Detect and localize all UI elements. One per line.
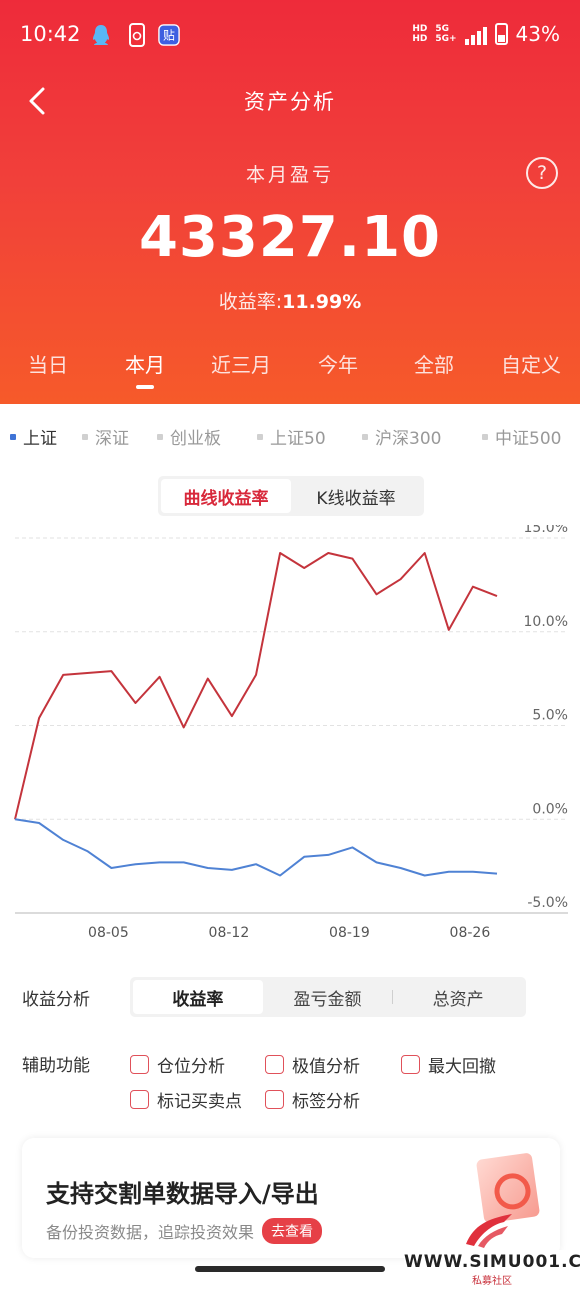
seg-total-assets[interactable]: 总资产	[432, 989, 484, 1010]
analysis-segment: 收益率 盈亏金额 总资产	[130, 977, 526, 1017]
status-time: 10:42	[20, 22, 81, 46]
index-csi500[interactable]: 中证500	[482, 424, 561, 449]
legend-dot-icon	[257, 433, 263, 440]
index-chinext[interactable]: 创业板	[157, 424, 221, 449]
legend-dot-icon	[362, 433, 368, 440]
back-arrow-icon[interactable]	[26, 86, 52, 116]
watermark-caption: 私募社区	[472, 1276, 512, 1287]
checkbox-icon[interactable]	[401, 1055, 420, 1074]
x-tick-label: 08-12	[209, 925, 250, 941]
checkbox-icon[interactable]	[130, 1055, 149, 1074]
y-tick-label: -5.0%	[527, 895, 568, 911]
x-tick-label: 08-19	[329, 925, 370, 941]
status-bar: 10:42 贴 HD HD 5G 5G+ 43%	[0, 0, 580, 70]
index-szse[interactable]: 深证	[82, 424, 129, 449]
checkbox-tag-analysis[interactable]: 标签分析	[265, 1087, 360, 1112]
import-export-banner[interactable]: 支持交割单数据导入/导出 备份投资数据，追踪投资效果 去查看	[22, 1138, 560, 1258]
legend-dot-icon	[10, 433, 16, 440]
qq-notification-icon	[90, 22, 112, 48]
legend-dot-icon	[482, 433, 488, 440]
period-tabs: 当日 本月 近三月 今年 全部 自定义	[0, 345, 580, 395]
seg-profit-amount[interactable]: 盈亏金额	[293, 989, 362, 1010]
checkbox-mark-trades[interactable]: 标记买卖点	[130, 1087, 242, 1112]
checkbox-icon[interactable]	[130, 1090, 149, 1109]
y-tick-label: 15.0%	[524, 525, 568, 536]
series-line-benchmark	[14, 818, 498, 877]
y-tick-label: 10.0%	[524, 614, 568, 630]
segment-divider	[392, 990, 394, 1004]
help-icon[interactable]: ?	[526, 157, 558, 189]
index-sse50[interactable]: 上证50	[257, 424, 326, 449]
curve-return-option[interactable]: 曲线收益率	[161, 479, 291, 513]
checkbox-icon[interactable]	[265, 1055, 284, 1074]
tab-month[interactable]: 本月	[125, 353, 165, 377]
header-panel: 10:42 贴 HD HD 5G 5G+ 43% 资产分析 本月盈亏 ? 43327…	[0, 0, 580, 404]
watermark-logo-icon	[466, 1214, 512, 1248]
banner-subtitle: 备份投资数据，追踪投资效果 去查看	[46, 1218, 323, 1244]
seg-return-rate[interactable]: 收益率	[133, 980, 263, 1014]
tab-day[interactable]: 当日	[28, 353, 68, 377]
tab-custom[interactable]: 自定义	[501, 353, 561, 377]
profit-value: 43327.10	[138, 205, 442, 270]
return-chart: 15.0% 10.0% 5.0% 0.0% -5.0% 08-05 08-12 08-19 08…	[14, 525, 568, 941]
benchmark-index-row: 上证 深证 创业板 上证50 沪深300 中证500	[0, 420, 580, 452]
legend-dot-icon	[157, 433, 163, 440]
home-indicator[interactable]	[195, 1266, 385, 1272]
checkbox-icon[interactable]	[265, 1090, 284, 1109]
index-csi300[interactable]: 沪深300	[362, 424, 441, 449]
network-indicator: 5G 5G+	[435, 24, 457, 44]
signal-icon	[464, 23, 487, 45]
battery-percent: 43%	[515, 22, 560, 46]
x-tick-label: 08-05	[88, 925, 129, 941]
page-title: 资产分析	[244, 90, 336, 114]
y-tick-label: 0.0%	[532, 801, 568, 817]
chart-type-toggle: 曲线收益率 K线收益率	[158, 476, 424, 516]
return-rate: 收益率:11.99%	[218, 291, 362, 313]
checkbox-position-analysis[interactable]: 仓位分析	[130, 1052, 225, 1077]
series-line-account-return	[14, 552, 498, 820]
active-tab-indicator	[136, 385, 154, 389]
tab-all[interactable]: 全部	[414, 353, 454, 377]
aux-label: 辅助功能	[22, 1056, 90, 1076]
phone-notification-icon	[126, 22, 148, 48]
tieba-notification-icon: 贴	[158, 22, 180, 48]
legend-dot-icon	[82, 433, 88, 440]
watermark: WWW.SIMU001.CN 私募社区	[404, 1214, 580, 1289]
view-button[interactable]: 去查看	[262, 1218, 323, 1244]
nav-bar: 资产分析	[0, 74, 580, 124]
index-sse[interactable]: 上证	[10, 424, 57, 449]
status-indicators: HD HD 5G 5G+ 43%	[412, 22, 560, 46]
banner-title: 支持交割单数据导入/导出	[46, 1180, 319, 1208]
svg-text:贴: 贴	[163, 29, 175, 43]
x-tick-label: 08-26	[450, 925, 491, 941]
tab-this-year[interactable]: 今年	[318, 353, 358, 377]
analysis-label: 收益分析	[22, 990, 90, 1010]
y-tick-label: 5.0%	[532, 708, 568, 724]
battery-icon	[494, 23, 508, 45]
tab-three-months[interactable]: 近三月	[211, 353, 271, 377]
summary-label: 本月盈亏	[245, 164, 334, 186]
checkbox-max-drawdown[interactable]: 最大回撤	[401, 1052, 496, 1077]
watermark-url: WWW.SIMU001.CN	[404, 1252, 580, 1272]
checkbox-extreme-analysis[interactable]: 极值分析	[265, 1052, 360, 1077]
hd-indicator: HD HD	[412, 24, 428, 44]
kline-return-option[interactable]: K线收益率	[316, 488, 396, 509]
